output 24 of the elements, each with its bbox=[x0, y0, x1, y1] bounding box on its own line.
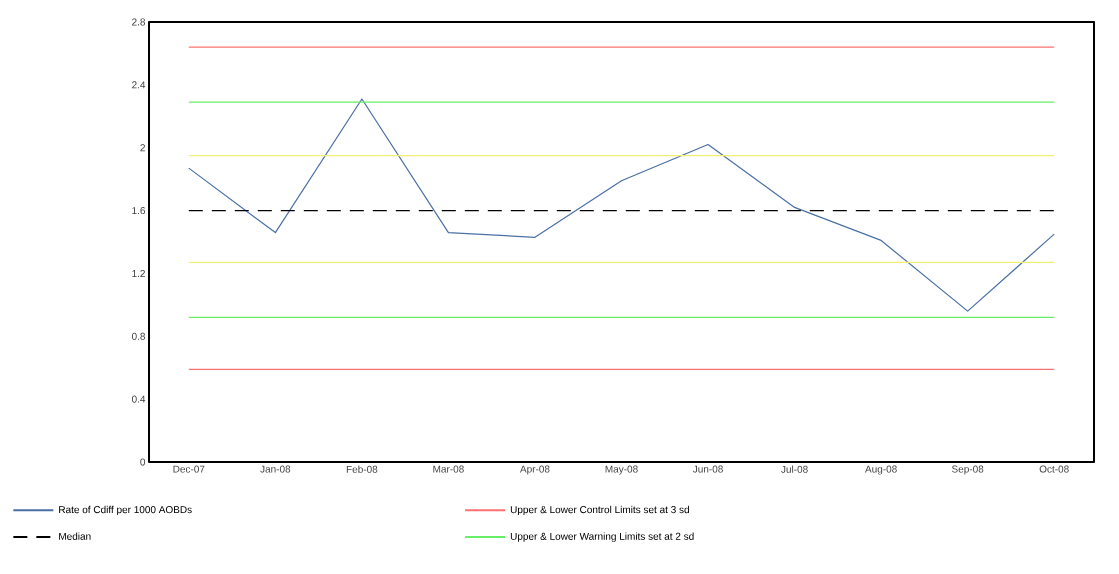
x-tick-label: Dec-07 bbox=[173, 465, 205, 473]
x-tick-label: Jun-08 bbox=[692, 465, 723, 473]
x-tick-label: Oct-08 bbox=[1039, 465, 1069, 473]
x-tick-label: Jul-08 bbox=[781, 465, 808, 473]
y-tick-label: 2.4 bbox=[132, 81, 146, 89]
x-tick-label: Feb-08 bbox=[346, 465, 378, 473]
y-tick-label: 0.4 bbox=[131, 395, 146, 403]
legend-label: Upper & Lower Control Limits set at 3 sd bbox=[510, 505, 689, 516]
line-series bbox=[188, 98, 1055, 312]
y-tick-label: 1.2 bbox=[132, 269, 145, 277]
y-tick-label: 0.8 bbox=[131, 332, 146, 340]
x-tick-label: Aug-08 bbox=[865, 465, 897, 475]
legend-label: Rate of Cdiff per 1000 AOBDs bbox=[59, 505, 192, 516]
x-tick-label: Sep-08 bbox=[951, 465, 984, 475]
x-tick-label: Apr-08 bbox=[519, 465, 550, 475]
x-tick-label: Jan-08 bbox=[260, 465, 291, 473]
x-tick-label: Mar-08 bbox=[433, 465, 464, 473]
y-tick-label: 2.8 bbox=[132, 18, 146, 26]
x-tick-label: May-08 bbox=[605, 465, 638, 475]
y-tick-label: 2 bbox=[140, 144, 145, 152]
y-tick-label: 1.6 bbox=[132, 207, 146, 215]
legend-label: Median bbox=[59, 532, 91, 540]
y-tick-label: 0 bbox=[140, 458, 146, 466]
legend-label: Upper & Lower Warning Limits set at 2 sd bbox=[510, 532, 694, 542]
